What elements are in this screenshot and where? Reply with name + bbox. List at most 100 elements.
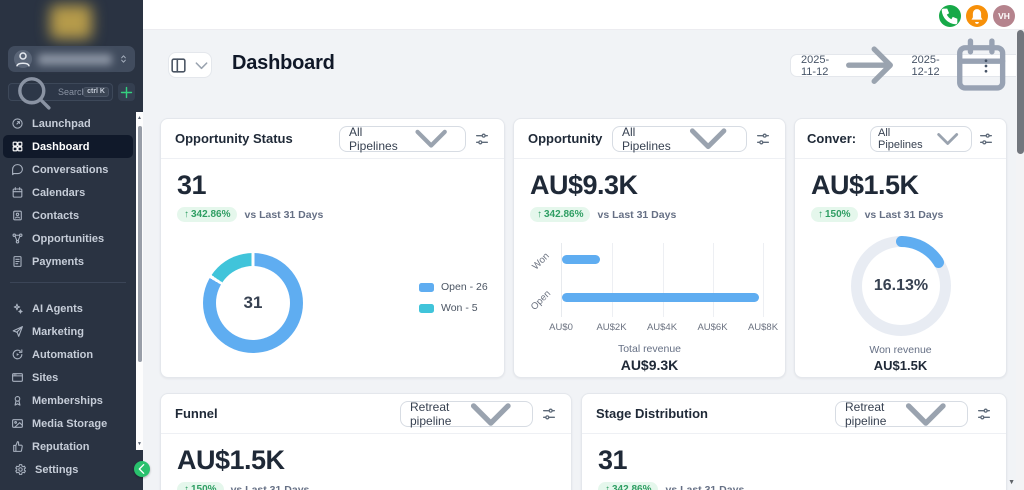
media-storage-icon	[11, 417, 24, 430]
metric-value: AU$1.5K	[177, 445, 285, 475]
trend-badge: ↑ 150%	[811, 207, 858, 222]
search-shortcut-badge: ctrl K	[83, 86, 109, 97]
gauge-center-label: 16.13%	[862, 247, 940, 325]
sidebar-item-ai-agents[interactable]: AI Agents	[3, 297, 133, 320]
sidebar-item-memberships[interactable]: Memberships	[3, 389, 133, 412]
sidebar-scrollbar[interactable]: ▲ ▼	[136, 112, 143, 450]
sidebar-divider	[10, 282, 126, 283]
marketing-icon	[11, 325, 24, 338]
memberships-icon	[11, 394, 24, 407]
main-scrollbar-thumb[interactable]	[1016, 30, 1024, 154]
trend-badge: ↑ 342.86%	[530, 207, 591, 222]
sidebar-item-media-storage[interactable]: Media Storage	[3, 412, 133, 435]
metric-value: AU$1.5K	[811, 170, 919, 200]
date-range-picker[interactable]: 2025-11-12 2025-12-12	[790, 38, 1024, 91]
y-axis-label-open: Open	[528, 288, 554, 313]
gauge-arc-cap	[933, 256, 945, 268]
sidebar-scroll-down-icon[interactable]: ▼	[137, 441, 142, 447]
legend-item-open[interactable]: Open - 26	[419, 281, 488, 293]
account-switcher[interactable]	[8, 46, 135, 72]
chevron-down-icon	[679, 119, 737, 168]
payments-icon	[11, 255, 24, 268]
sidebar-item-contacts[interactable]: Contacts	[3, 204, 133, 227]
bar-open	[562, 293, 759, 302]
chart-footer-value: AU$1.5K	[873, 358, 928, 373]
x-axis-tick: AU$4K	[646, 322, 678, 333]
main-scrollbar[interactable]	[1016, 30, 1024, 490]
trend-caption: vs Last 31 Days	[864, 208, 944, 221]
dashboard-layout-button[interactable]	[168, 52, 212, 78]
sidebar-item-dashboard[interactable]: Dashboard	[3, 135, 133, 158]
donut-center-label: 31	[216, 266, 290, 340]
sidebar-item-payments[interactable]: Payments	[3, 250, 133, 273]
legend-swatch	[419, 282, 434, 292]
sidebar-item-sites[interactable]: Sites	[3, 366, 133, 389]
sidebar-collapse-button[interactable]	[134, 461, 150, 477]
trend-badge: ↑ 342.86%	[598, 482, 659, 490]
trend-up-icon: ↑	[537, 209, 542, 220]
chart-settings-icon[interactable]	[755, 131, 771, 147]
sidebar-item-automation[interactable]: Automation	[3, 343, 133, 366]
calendar-icon	[949, 33, 1013, 97]
sidebar-item-marketing[interactable]: Marketing	[3, 320, 133, 343]
card-title: Opportunity Status	[175, 131, 293, 146]
card-title: Stage Distribution	[596, 406, 708, 421]
chart-settings-icon[interactable]	[541, 406, 557, 422]
metric-value: 31	[598, 445, 628, 475]
search-input[interactable]	[58, 87, 108, 97]
trend-caption: vs Last 31 Days	[230, 483, 310, 490]
chevron-down-icon	[459, 394, 523, 445]
chart-settings-icon[interactable]	[978, 131, 994, 147]
notifications-button[interactable]	[966, 5, 988, 27]
topbar: VH	[143, 0, 1024, 30]
sidebar-scroll-up-icon[interactable]: ▲	[137, 115, 142, 121]
card-title: Funnel	[175, 406, 218, 421]
metric-value: 31	[177, 170, 207, 200]
ai-quick-add-button[interactable]	[118, 83, 135, 101]
y-axis-label-won: Won	[530, 250, 552, 273]
card-opportunity-status: Opportunity Status All Pipelines 31 ↑ 342…	[160, 118, 505, 378]
reputation-icon	[11, 440, 24, 452]
sidebar-item-conversations[interactable]: Conversations	[3, 158, 133, 181]
pipeline-filter-dropdown[interactable]: All Pipelines	[870, 125, 972, 152]
sidebar-item-settings[interactable]: Settings	[6, 458, 130, 481]
x-axis-tick: AU$6K	[697, 322, 728, 333]
trend-badge: ↑ 342.86%	[177, 207, 238, 222]
sidebar-item-opportunities[interactable]: Opportunities	[3, 227, 133, 250]
pipeline-filter-dropdown[interactable]: Retreat pipeline	[400, 400, 533, 428]
trend-up-icon: ↑	[184, 209, 189, 220]
legend-item-won[interactable]: Won - 5	[419, 302, 488, 314]
chevron-down-icon	[894, 394, 958, 445]
sidebar-item-calendars[interactable]: Calendars	[3, 181, 133, 204]
trend-up-icon: ↑	[605, 484, 610, 490]
card-stage-distribution: Stage Distribution Retreat pipeline 31 ↑…	[581, 393, 1007, 490]
launchpad-icon	[11, 117, 24, 130]
user-avatar[interactable]: VH	[993, 5, 1015, 27]
pipeline-filter-dropdown[interactable]: All Pipelines	[339, 125, 466, 153]
main-scroll-down-icon[interactable]: ▼	[1008, 479, 1015, 486]
pipeline-filter-dropdown[interactable]: Retreat pipeline	[835, 400, 968, 428]
phone-button[interactable]	[939, 5, 961, 27]
account-avatar-icon	[14, 50, 32, 68]
sidebar-scrollbar-thumb[interactable]	[137, 126, 142, 362]
date-start: 2025-11-12	[801, 53, 830, 78]
chart-settings-icon[interactable]	[976, 406, 992, 422]
dashboard-options-button[interactable]	[977, 54, 995, 78]
x-axis-tick: AU$2K	[596, 322, 627, 333]
arrow-right-icon	[838, 33, 902, 97]
main-area: VH Dashboard 2025-11-12 2025-12-12 Oppor…	[143, 0, 1024, 490]
sidebar-search[interactable]: ctrl K	[8, 76, 113, 110]
sidebar-item-launchpad[interactable]: Launchpad	[3, 112, 133, 135]
pipeline-filter-dropdown[interactable]: All Pipelines	[612, 125, 747, 153]
sidebar-nav: Launchpad Dashboard Conversations Calendars…	[0, 112, 136, 452]
metric-value: AU$9.3K	[530, 170, 638, 200]
donut-chart: 31	[203, 253, 303, 353]
sidebar-item-reputation[interactable]: Reputation	[3, 435, 133, 452]
trend-caption: vs Last 31 Days	[597, 208, 677, 221]
x-axis-tick: AU$8K	[747, 322, 779, 333]
chart-settings-icon[interactable]	[474, 131, 490, 147]
search-icon	[13, 72, 54, 113]
conversations-icon	[11, 163, 24, 176]
settings-icon	[14, 463, 27, 476]
legend-swatch	[419, 303, 434, 313]
